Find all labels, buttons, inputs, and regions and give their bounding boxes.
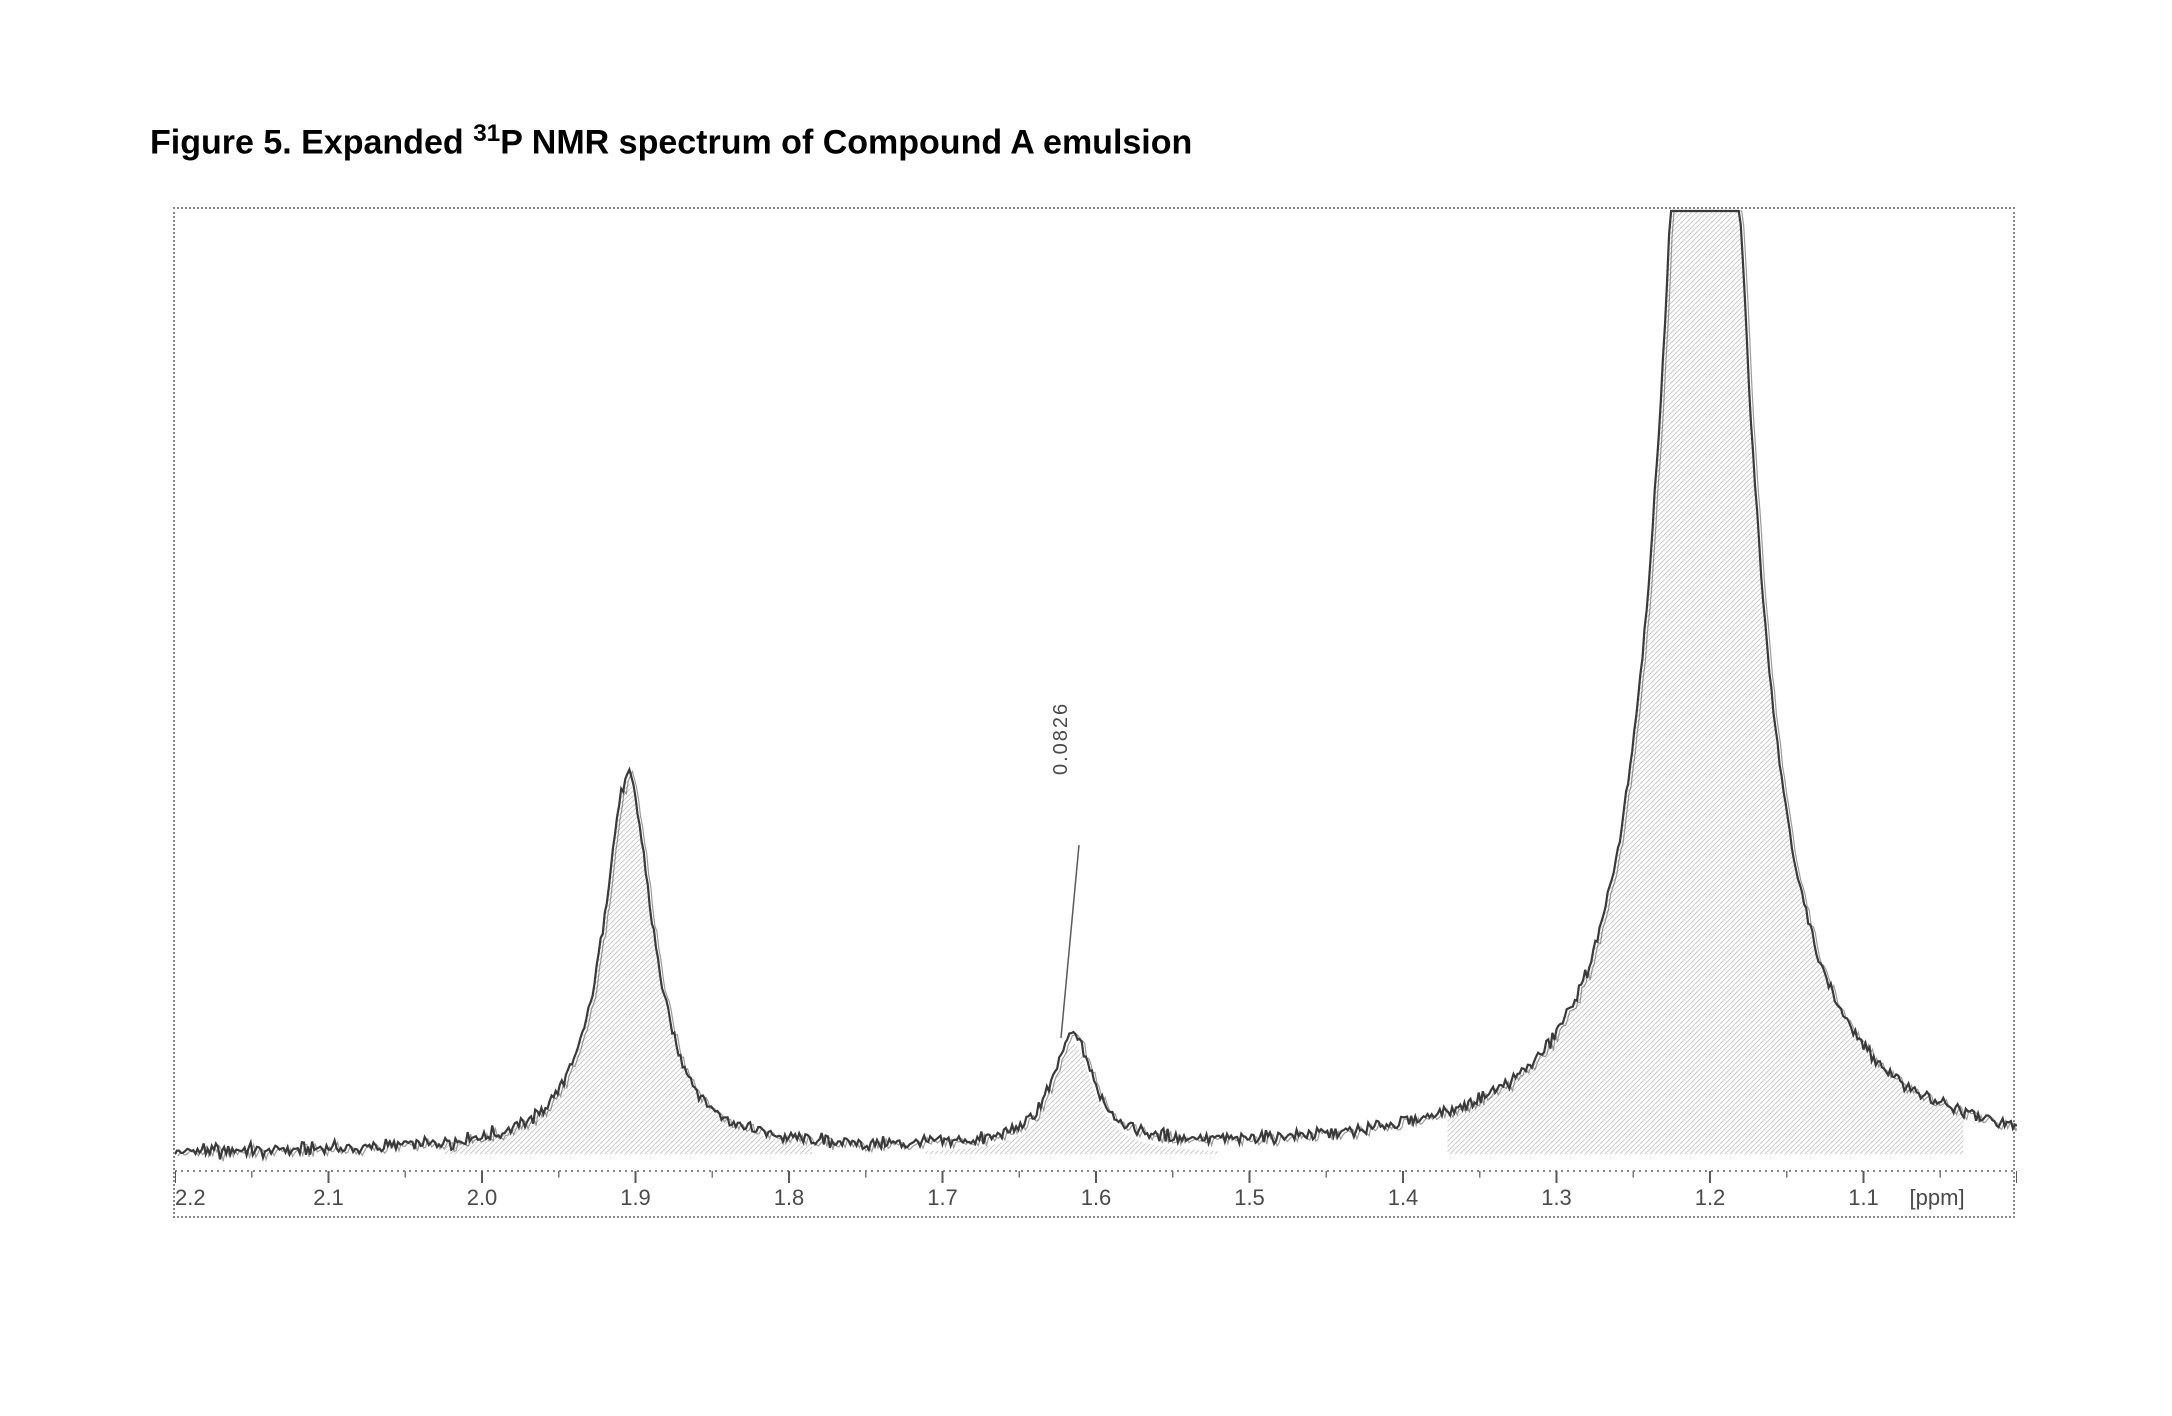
- title-suffix: P NMR spectrum of Compound A emulsion: [500, 123, 1192, 161]
- x-axis-unit-label: [ppm]: [1910, 1185, 1937, 1211]
- title-sup: 31: [473, 120, 500, 147]
- x-tick-label: 1.3: [1541, 1185, 1572, 1211]
- title-prefix: Figure 5. Expanded: [150, 123, 473, 161]
- spectrum-svg: [175, 209, 2017, 1220]
- x-tick-label: 1.4: [1388, 1185, 1419, 1211]
- peak-annotation: 0.0826: [1050, 702, 1073, 775]
- figure-title: Figure 5. Expanded 31P NMR spectrum of C…: [150, 120, 1192, 162]
- x-tick-label: 1.6: [1081, 1185, 1112, 1211]
- x-tick-label: 2.2: [175, 1185, 206, 1211]
- x-tick-label: 1.1: [1848, 1185, 1879, 1211]
- x-tick-label: 1.7: [927, 1185, 958, 1211]
- x-tick-label: 1.5: [1234, 1185, 1265, 1211]
- x-tick-label: 2.1: [313, 1185, 344, 1211]
- spectrum-plot-area: 2.2 2.1 2.0 1.9 1.8 1.7 1.6 1.5 1.4 1.3 1.2 1.1 [pp…: [173, 207, 2015, 1218]
- x-tick-label: 1.8: [774, 1185, 805, 1211]
- x-tick-label: 1.9: [620, 1185, 651, 1211]
- x-tick-label: 2.0: [467, 1185, 498, 1211]
- x-tick-label: 1.2: [1695, 1185, 1726, 1211]
